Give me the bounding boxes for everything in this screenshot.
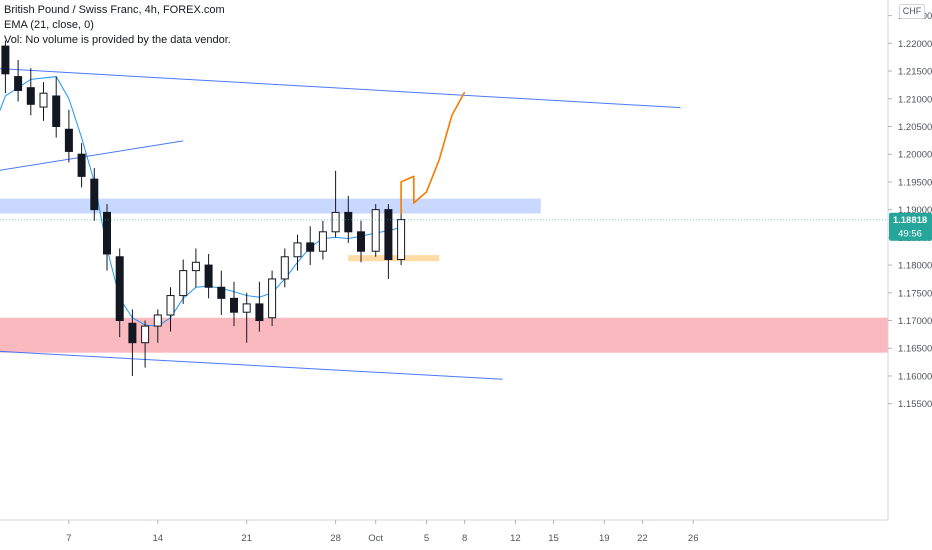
- candle-down: [103, 211, 111, 255]
- candle-down: [128, 322, 137, 344]
- x-tick-label: 14: [153, 533, 164, 544]
- y-tick-label: 1.17500: [898, 288, 932, 299]
- candle-down: [90, 178, 99, 211]
- candle-up: [179, 270, 188, 297]
- candle-up: [166, 295, 175, 316]
- y-tick-label: 1.21500: [898, 67, 932, 78]
- y-tick-label: 1.21000: [898, 94, 932, 105]
- last-price-badge[interactable]: [889, 212, 932, 241]
- x-tick-label: 7: [66, 533, 71, 544]
- candle-up: [331, 211, 340, 233]
- x-tick-label: 8: [462, 533, 467, 544]
- x-tick-label: 22: [637, 533, 648, 544]
- candle-down: [26, 87, 35, 105]
- candle-up: [141, 325, 150, 344]
- x-tick-label: 21: [241, 533, 252, 544]
- countdown-label: 49:56: [898, 229, 922, 240]
- candle-down: [1, 45, 10, 75]
- candle-down: [357, 231, 365, 252]
- y-tick-label: 1.16000: [898, 371, 932, 382]
- candle-up: [268, 278, 277, 319]
- x-tick-label: 5: [424, 533, 429, 544]
- candle-up: [242, 303, 251, 313]
- candle-down: [384, 209, 393, 261]
- y-tick-label: 1.19500: [898, 177, 932, 188]
- x-tick-label: 12: [510, 533, 521, 544]
- candle-up: [39, 92, 48, 108]
- candle-down: [344, 211, 353, 233]
- projection-path[interactable]: [400, 91, 466, 215]
- candle-down: [217, 286, 226, 299]
- y-tick-label: 1.19000: [898, 205, 932, 216]
- demand-zone[interactable]: [348, 255, 440, 262]
- rising-line-trendline[interactable]: [0, 140, 184, 171]
- currency-badge[interactable]: CHF: [899, 4, 925, 19]
- candle-up: [371, 209, 380, 252]
- candle-down: [14, 76, 23, 91]
- plot-area: [0, 0, 888, 520]
- y-tick-label: 1.20000: [898, 150, 932, 161]
- candle-up: [318, 231, 327, 252]
- y-tick-label: 1.17000: [898, 316, 932, 327]
- candle-down: [77, 153, 86, 177]
- x-tick-label: 28: [330, 533, 341, 544]
- candle-up: [293, 242, 302, 258]
- upper-channel-trendline[interactable]: [0, 68, 681, 109]
- chart-legend: British Pound / Swiss Franc, 4h, FOREX.c…: [4, 3, 231, 48]
- ema-indicator-label[interactable]: EMA (21, close, 0): [4, 19, 94, 31]
- candle-up: [191, 261, 200, 272]
- x-tick-label: Oct: [368, 533, 383, 544]
- x-tick-label: 19: [599, 533, 610, 544]
- y-tick-label: 1.16500: [898, 344, 932, 355]
- lower-channel-trendline[interactable]: [0, 350, 503, 380]
- y-tick-label: 1.15500: [898, 399, 932, 410]
- volume-indicator-label[interactable]: Vol: No volume is provided by the data v…: [4, 34, 231, 46]
- candle-down: [64, 128, 73, 152]
- y-tick-label: 1.18000: [898, 261, 932, 272]
- candle-down: [230, 297, 238, 313]
- candle-down: [204, 264, 213, 288]
- candle-down: [255, 303, 264, 322]
- candle-up: [397, 219, 406, 261]
- last-price-label: 1.18818: [893, 215, 927, 226]
- x-tick-label: 26: [688, 533, 699, 544]
- y-tick-label: 1.22000: [898, 39, 932, 50]
- candle-down: [306, 242, 315, 252]
- candle-up: [153, 314, 162, 327]
- candle-down: [52, 95, 61, 127]
- resistance-zone[interactable]: [0, 198, 541, 214]
- symbol-title[interactable]: British Pound / Swiss Franc, 4h, FOREX.c…: [4, 4, 225, 16]
- candle-down: [115, 256, 124, 322]
- candle-up: [280, 256, 289, 280]
- x-tick-label: 15: [548, 533, 559, 544]
- y-tick-label: 1.20500: [898, 122, 932, 133]
